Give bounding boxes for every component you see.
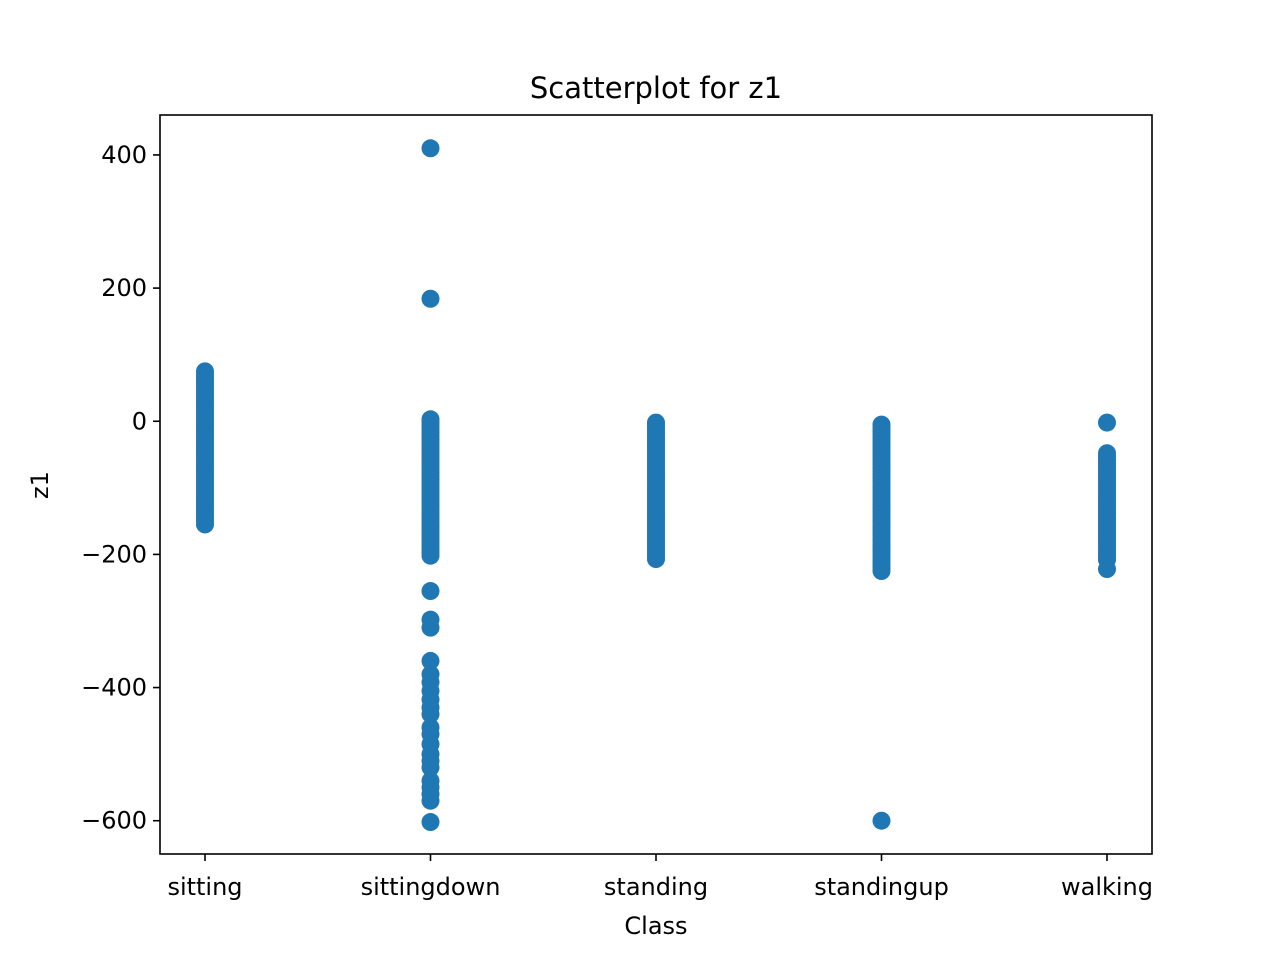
x-axis-label: Class: [624, 912, 687, 940]
data-point-sittingdown: [421, 546, 440, 565]
x-axis-ticks: sitting sittingdown standing standingup walk…: [167, 854, 1153, 901]
scatter-points: [196, 139, 1116, 832]
data-point-sitting: [196, 515, 214, 534]
chart-title: Scatterplot for z1: [530, 71, 782, 105]
data-point-standing: [647, 550, 665, 569]
y-axis-ticks: 400 200 0 −200 −400 −600: [81, 141, 160, 835]
data-point-sittingdown: [421, 758, 440, 777]
data-point-sittingdown: [421, 582, 440, 601]
data-point-sittingdown: [421, 651, 440, 670]
data-point-standingup: [872, 562, 891, 581]
y-tick-label: 0: [132, 407, 147, 435]
x-tick-label-sittingdown: sittingdown: [361, 873, 501, 901]
data-point-sittingdown: [421, 289, 440, 308]
data-point-sittingdown: [421, 791, 440, 810]
data-point-walking: [1098, 560, 1116, 579]
data-point-sittingdown: [421, 139, 440, 158]
data-point-sittingdown: [421, 618, 440, 637]
y-tick-label: −600: [81, 807, 147, 835]
y-tick-label: −200: [81, 540, 147, 568]
data-point-standingup: [872, 811, 891, 830]
data-point-sittingdown: [421, 705, 440, 724]
y-tick-label: −400: [81, 674, 147, 702]
y-axis-label: z1: [26, 471, 54, 499]
x-tick-label-standingup: standingup: [814, 873, 949, 901]
data-point-walking: [1098, 413, 1116, 432]
data-point-sittingdown: [421, 813, 440, 832]
y-tick-label: 400: [101, 141, 147, 169]
x-tick-label-standing: standing: [604, 873, 708, 901]
y-tick-label: 200: [101, 274, 147, 302]
x-tick-label-walking: walking: [1061, 873, 1153, 901]
x-tick-label-sitting: sitting: [167, 873, 242, 901]
